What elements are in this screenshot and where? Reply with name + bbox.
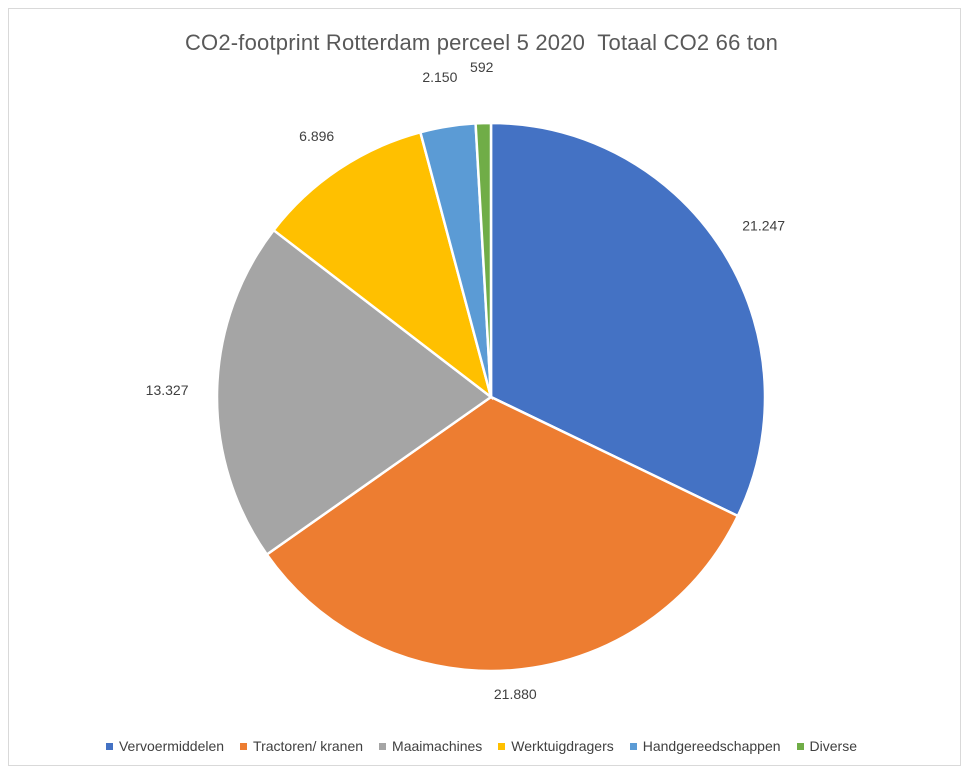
legend-item-maaimachines: Maaimachines bbox=[379, 738, 482, 754]
legend-swatch bbox=[498, 742, 506, 750]
legend-label: Maaimachines bbox=[392, 738, 483, 754]
legend-label: Vervoermiddelen bbox=[118, 738, 225, 754]
legend-label: Tractoren/ kranen bbox=[253, 738, 364, 754]
legend: Vervoermiddelen Tractoren/ kranen Maaima… bbox=[0, 738, 963, 754]
legend-label: Diverse bbox=[809, 738, 857, 754]
legend-swatch bbox=[379, 742, 387, 750]
legend-item-werktuigdragers: Werktuigdragers bbox=[498, 738, 614, 754]
pie-slice-diverse bbox=[474, 121, 493, 398]
legend-swatch bbox=[240, 742, 248, 750]
pie-slice-vervoermiddelen bbox=[489, 121, 767, 518]
chart-title: CO2-footprint Rotterdam perceel 5 2020 T… bbox=[184, 30, 779, 55]
legend-item-vervoermiddelen: Vervoermiddelen bbox=[105, 738, 225, 754]
legend-item-handgereedschappen: Handgereedschappen bbox=[629, 738, 781, 754]
legend-swatch bbox=[796, 742, 804, 750]
data-label-vervoermiddelen: 21.247 bbox=[742, 218, 785, 234]
legend-swatch bbox=[629, 742, 637, 750]
legend-label: Werktuigdragers bbox=[511, 738, 614, 754]
legend-item-tractoren-kranen: Tractoren/ kranen bbox=[240, 738, 363, 754]
legend-swatch bbox=[105, 742, 113, 750]
data-label-diverse: 592 bbox=[470, 59, 494, 75]
data-label-maaimachines: 13.327 bbox=[146, 382, 189, 398]
pie-slice-maaimachines bbox=[215, 228, 494, 557]
data-label-tractoren-kranen: 21.880 bbox=[494, 686, 537, 702]
legend-item-diverse: Diverse bbox=[796, 738, 857, 754]
legend-label: Handgereedschappen bbox=[642, 738, 781, 754]
pie-slice-werktuigdragers bbox=[271, 130, 494, 401]
data-label-handgereedschappen: 2.150 bbox=[422, 69, 457, 85]
pie-slice-tractoren-kranen bbox=[265, 395, 740, 673]
data-label-werktuigdragers: 6.896 bbox=[299, 128, 334, 144]
